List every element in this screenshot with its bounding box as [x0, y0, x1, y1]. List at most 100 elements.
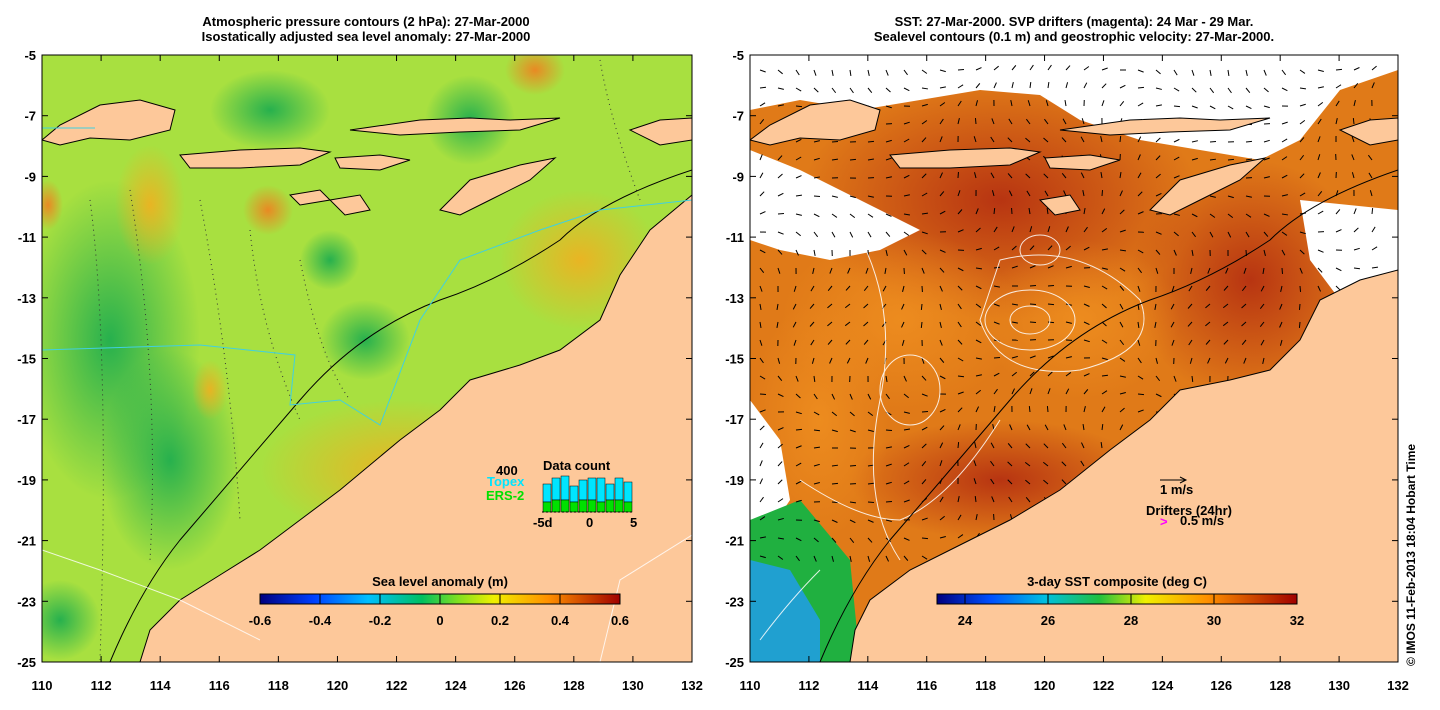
- velocity-vector: [975, 532, 980, 539]
- velocity-vector: [1137, 339, 1141, 346]
- sst-cold-water: [750, 560, 820, 662]
- velocity-vector: [867, 87, 873, 93]
- velocity-vector: [939, 154, 943, 161]
- velocity-vector: [1191, 105, 1198, 109]
- velocity-vector: [1368, 172, 1373, 179]
- velocity-vector: [957, 514, 962, 521]
- velocity-vector: [849, 411, 855, 417]
- ers-count-bar: [614, 499, 624, 513]
- velocity-vector: [1065, 372, 1072, 377]
- velocity-vector: [1171, 339, 1175, 346]
- velocity-vector: [831, 537, 837, 543]
- right-title-line2: Sealevel contours (0.1 m) and geostrophi…: [873, 29, 1275, 44]
- velocity-vector: [1155, 443, 1161, 449]
- velocity-vector: [1245, 158, 1252, 161]
- velocity-vector: [1047, 64, 1052, 71]
- velocity-vector: [827, 339, 833, 345]
- velocity-vector: [1173, 249, 1177, 256]
- velocity-vector: [759, 442, 764, 449]
- ers-count-bar: [560, 499, 570, 513]
- velocity-vector: [957, 303, 962, 310]
- velocity-vector: [777, 375, 783, 381]
- lat-tick-label: -11: [726, 230, 744, 245]
- velocity-vector: [810, 339, 815, 346]
- velocity-vector: [1263, 393, 1269, 400]
- lat-tick-label: -23: [725, 594, 744, 609]
- velocity-vector: [1335, 84, 1342, 89]
- velocity-vector: [1155, 479, 1161, 485]
- velocity-vector: [1353, 227, 1359, 233]
- velocity-vector: [973, 136, 977, 143]
- velocity-vector: [1335, 118, 1338, 125]
- lon-tick-label: 130: [1328, 678, 1350, 693]
- velocity-vector: [1007, 479, 1013, 485]
- velocity-vector: [831, 429, 838, 433]
- velocity-vector: [813, 555, 817, 562]
- velocity-vector: [957, 229, 964, 233]
- velocity-vector: [1024, 155, 1031, 161]
- velocity-vector: [849, 393, 853, 400]
- velocity-vector: [903, 499, 910, 503]
- velocity-vector: [1081, 442, 1085, 449]
- velocity-vector: [1281, 537, 1288, 541]
- velocity-vector: [1227, 231, 1232, 238]
- velocity-vector: [1299, 357, 1303, 364]
- sea-level-anomaly-map: 400 Topex ERS-2 Data count -5d 0 5 Sea l…: [17, 48, 703, 693]
- velocity-vector: [1191, 140, 1198, 143]
- velocity-vector: [1008, 190, 1013, 197]
- velocity-vector: [975, 267, 983, 270]
- velocity-vector: [1043, 496, 1049, 503]
- velocity-vector: [1191, 429, 1199, 432]
- velocity-vector: [831, 87, 837, 94]
- velocity-vector: [777, 192, 784, 197]
- velocity-vector: [1043, 137, 1049, 143]
- velocity-vector: [1155, 173, 1161, 179]
- velocity-vector: [975, 552, 982, 557]
- velocity-vector: [813, 249, 816, 256]
- velocity-vector: [1065, 550, 1071, 557]
- velocity-vector: [1191, 411, 1198, 416]
- velocity-vector: [792, 303, 797, 310]
- velocity-vector: [957, 285, 963, 291]
- velocity-vector: [1317, 101, 1324, 107]
- velocity-vector: [1245, 87, 1251, 93]
- velocity-vector: [939, 285, 943, 292]
- velocity-vector: [831, 69, 834, 76]
- velocity-vector: [867, 393, 872, 400]
- velocity-vector: [1241, 321, 1247, 327]
- velocity-vector: [921, 357, 925, 364]
- velocity-vector: [1369, 496, 1373, 503]
- velocity-vector: [920, 303, 923, 311]
- velocity-vector: [1043, 479, 1049, 485]
- velocity-vector: [1047, 226, 1051, 233]
- velocity-vector: [1137, 425, 1143, 431]
- velocity-vector: [1222, 321, 1229, 327]
- ers-count-bar: [578, 499, 588, 513]
- velocity-vector: [813, 231, 819, 238]
- right-map-frame: [749, 54, 1399, 663]
- velocity-vector: [1317, 210, 1324, 215]
- velocity-vector: [1137, 409, 1144, 413]
- drifter-marker-icon: >: [1160, 514, 1168, 529]
- lat-tick-label: -17: [725, 412, 744, 427]
- velocity-vector: [975, 227, 981, 233]
- pressure-contours: [89, 59, 641, 661]
- velocity-vector: [957, 321, 962, 328]
- velocity-vector: [1137, 136, 1142, 143]
- velocity-vector: [1155, 137, 1161, 143]
- velocity-vector: [867, 537, 873, 543]
- velocity-vector: [993, 406, 996, 413]
- velocity-vector: [1047, 321, 1055, 324]
- lat-tick-label: -19: [17, 473, 36, 488]
- velocity-vector: [1101, 285, 1108, 290]
- velocity-vector: [973, 478, 977, 485]
- velocity-vector: [1245, 69, 1248, 76]
- velocity-vector: [1299, 87, 1307, 90]
- colorbar-tick-label: -0.2: [369, 613, 391, 628]
- right-title: SST: 27-Mar-2000. SVP drifters (magenta)…: [748, 14, 1400, 44]
- velocity-vector: [867, 140, 875, 143]
- velocity-vector: [1353, 303, 1360, 308]
- velocity-vector: [957, 68, 965, 71]
- lon-tick-label: 128: [563, 678, 585, 693]
- velocity-vector: [1047, 550, 1052, 557]
